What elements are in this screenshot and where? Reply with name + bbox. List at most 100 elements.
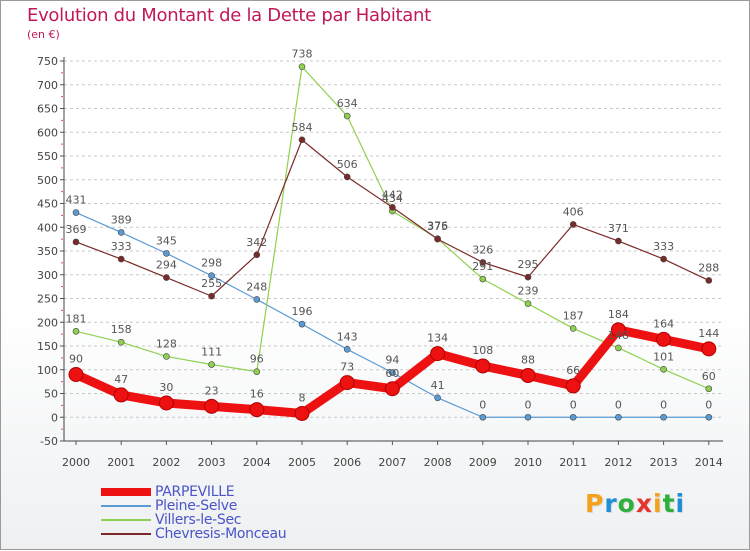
data-point-chevresis-monceau [524,273,532,281]
data-point-parpeville [610,322,626,338]
data-point-parpeville [656,331,672,347]
data-label-villers-le-sec: 96 [250,353,264,366]
data-label-pleine-selve: 143 [337,330,358,343]
legend-label: Pleine-Selve [155,498,238,514]
data-label-villers-le-sec: 738 [292,48,313,61]
data-point-pleine-selve [117,229,125,236]
data-point-villers-le-sec [524,300,532,308]
data-label-chevresis-monceau: 406 [563,205,584,218]
data-point-parpeville [249,402,265,418]
chart-legend: PARPEVILLE Pleine-Selve Villers-le-Sec Chev… [101,485,287,541]
data-point-pleine-selve [479,413,487,421]
data-label-parpeville: 88 [521,353,535,366]
data-point-villers-le-sec [615,344,622,352]
x-tick-label: 2013 [650,456,678,469]
data-point-parpeville [113,387,129,403]
data-label-chevresis-monceau: 375 [427,220,448,233]
legend-label: Villers-le-Sec [155,512,242,528]
data-label-villers-le-sec: 187 [563,309,584,322]
data-label-parpeville: 164 [653,317,674,330]
data-point-parpeville [520,367,536,383]
x-tick-label: 2008 [424,456,452,469]
legend-item: PARPEVILLE [101,485,286,499]
data-label-chevresis-monceau: 294 [156,259,177,272]
y-tick-label: 650 [37,103,58,116]
data-label-villers-le-sec: 128 [156,337,177,350]
x-tick-label: 2006 [333,456,361,469]
data-point-parpeville [294,405,310,421]
data-label-pleine-selve: 431 [66,194,87,207]
data-label-pleine-selve: 298 [201,257,222,270]
x-tick-label: 2010 [514,456,542,469]
data-point-parpeville [339,375,355,391]
y-tick-label: 700 [37,79,58,92]
logo-letter: t [662,489,676,518]
data-label-parpeville: 144 [698,327,719,340]
data-label-parpeville: 108 [472,344,493,357]
data-point-villers-le-sec [117,338,125,346]
x-tick-label: 2012 [604,456,632,469]
data-point-chevresis-monceau [705,277,713,284]
data-label-parpeville: 66 [566,364,580,377]
y-tick-label: 750 [37,55,58,68]
data-point-villers-le-sec [705,385,713,393]
y-tick-label: 50 [44,388,58,401]
y-tick-label: 300 [37,269,58,282]
data-point-chevresis-monceau [163,274,170,281]
data-point-parpeville [475,358,491,374]
y-tick-label: 450 [37,198,58,211]
legend-item: Pleine-Selve [101,499,286,513]
x-tick-label: 2007 [378,456,406,469]
x-tick-label: 2001 [107,456,135,469]
data-point-pleine-selve [208,272,215,280]
data-label-villers-le-sec: 101 [653,350,674,363]
legend-label: PARPEVILLE [155,484,235,500]
y-tick-label: 500 [37,174,58,187]
data-label-chevresis-monceau: 255 [201,277,222,290]
data-label-parpeville: 23 [205,384,219,397]
data-label-chevresis-monceau: 288 [698,261,719,274]
x-tick-label: 2009 [469,456,497,469]
data-label-parpeville: 184 [608,308,629,321]
data-label-villers-le-sec: 291 [472,260,493,273]
legend-item: Villers-le-Sec [101,513,286,527]
x-tick-label: 2011 [559,456,587,469]
data-label-villers-le-sec: 634 [337,97,358,110]
y-tick-label: -50 [40,435,58,448]
data-label-pleine-selve: 0 [615,398,622,411]
data-point-pleine-selve [524,413,532,421]
data-point-villers-le-sec [343,112,351,120]
y-tick-label: 250 [37,293,58,306]
data-label-villers-le-sec: 434 [382,192,403,205]
data-label-pleine-selve: 0 [479,398,486,411]
data-point-pleine-selve [434,394,441,402]
data-point-parpeville [565,378,581,394]
data-label-pleine-selve: 196 [292,305,313,318]
y-tick-label: 400 [37,221,58,234]
data-point-villers-le-sec [660,365,667,373]
data-point-chevresis-monceau [208,292,215,300]
data-point-chevresis-monceau [660,255,667,263]
data-point-pleine-selve [569,413,577,421]
series-line-chevresis-monceau [75,139,710,297]
data-point-chevresis-monceau [343,173,351,181]
data-point-chevresis-monceau [72,238,80,246]
data-point-pleine-selve [163,250,170,257]
data-label-villers-le-sec: 60 [702,370,716,383]
data-label-parpeville: 16 [250,388,264,401]
data-label-villers-le-sec: 376 [427,220,448,233]
y-tick-label: 0 [51,411,58,424]
data-label-pleine-selve: 0 [705,398,712,411]
legend-swatch [101,505,151,507]
data-label-parpeville: 134 [427,332,448,345]
data-point-pleine-selve [389,369,396,376]
data-point-pleine-selve [343,346,351,353]
x-tick-label: 2002 [152,456,180,469]
data-label-pleine-selve: 0 [570,398,577,411]
logo-letter: o [617,489,636,518]
x-tick-label: 2014 [695,456,723,469]
data-label-chevresis-monceau: 506 [337,158,358,171]
chart-unit-label: (en €) [27,28,60,41]
data-label-villers-le-sec: 239 [518,285,539,298]
data-point-villers-le-sec [253,368,261,375]
